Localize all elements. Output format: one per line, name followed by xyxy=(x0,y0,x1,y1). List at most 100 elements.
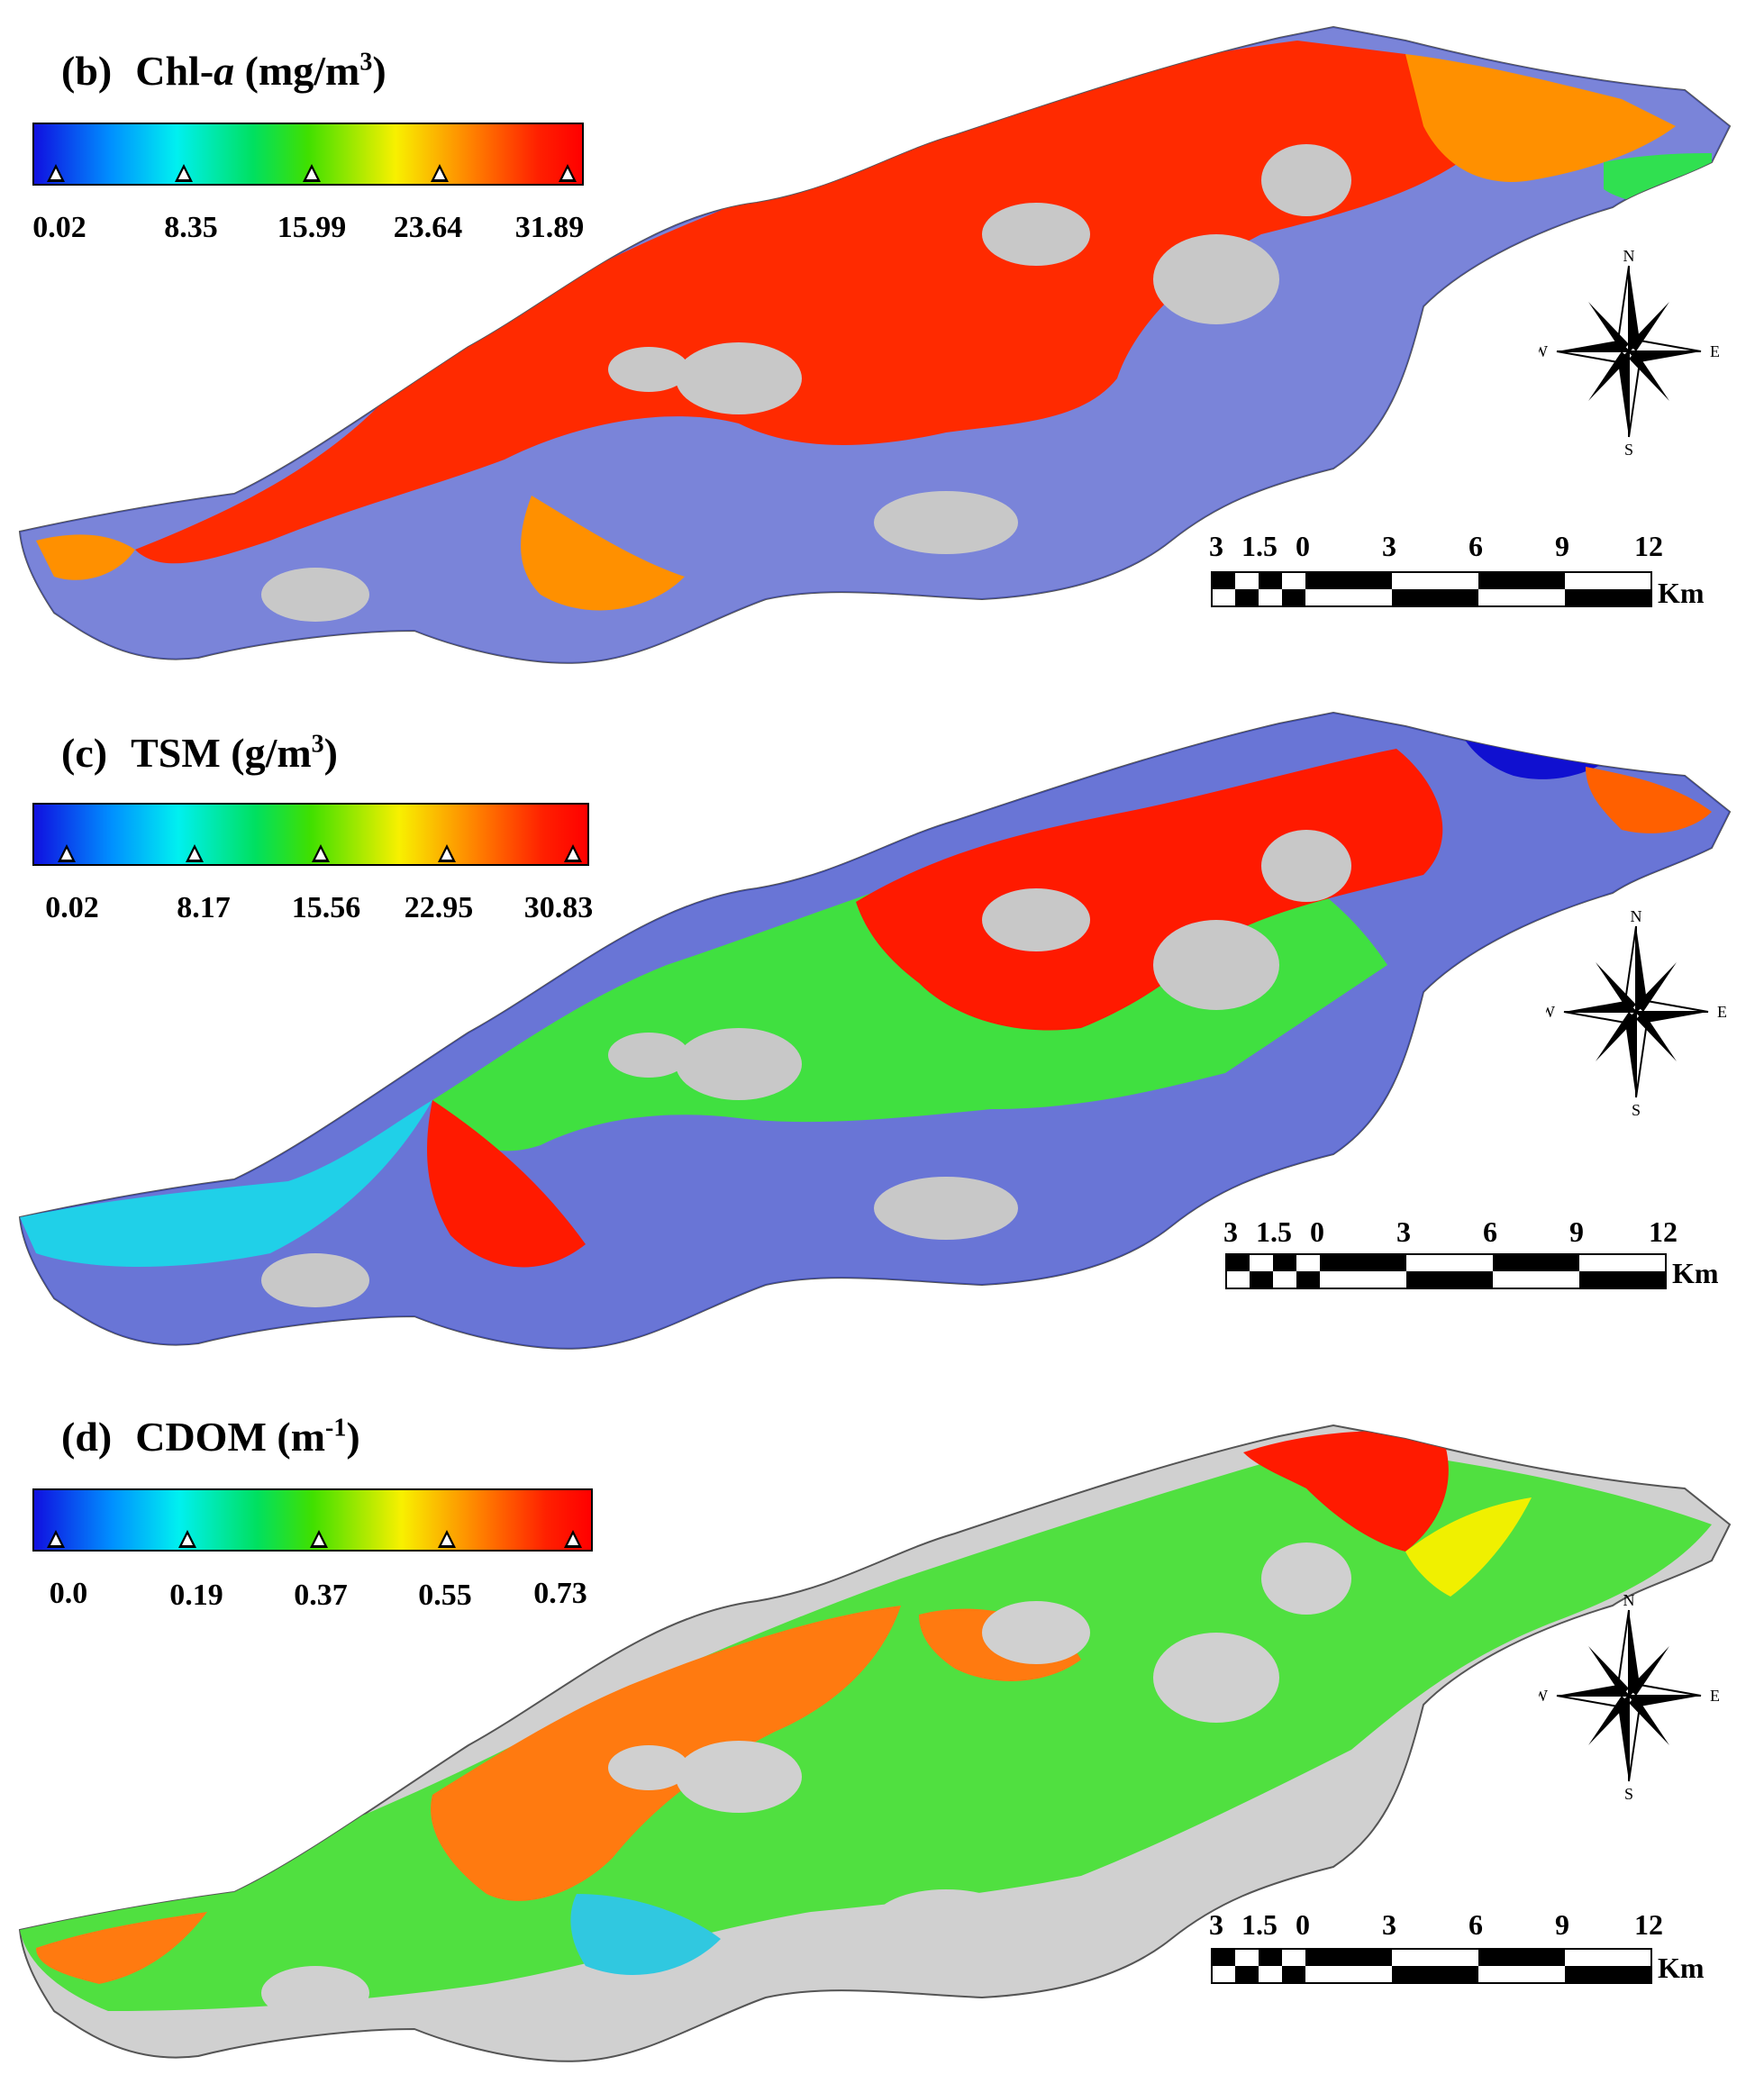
unit-sup: 3 xyxy=(311,730,324,759)
colorbar-label: 30.83 xyxy=(523,891,594,924)
colorbar-tick xyxy=(559,164,577,182)
scale-labels: 3 1.5 0 3 6 9 12 xyxy=(1223,1215,1678,1248)
scale-unit: Km xyxy=(1658,1952,1705,1984)
colorbar-tick xyxy=(178,1530,196,1548)
panel-title: (b) Chl-a (mg/m3) xyxy=(61,47,386,95)
colorbar-label: 8.35 xyxy=(164,211,218,244)
scale-bar xyxy=(1225,1253,1667,1289)
island xyxy=(676,342,802,414)
island xyxy=(982,203,1090,266)
colorbar-label: 31.89 xyxy=(514,211,585,244)
panel-tag: (b) xyxy=(61,48,113,94)
colorbar-label: 0.19 xyxy=(169,1579,223,1612)
island xyxy=(676,1741,802,1813)
colorbar-label: 0.37 xyxy=(294,1579,348,1612)
water-mid-high xyxy=(1586,767,1712,833)
colorbar-tick xyxy=(438,1530,456,1548)
scale-unit: Km xyxy=(1658,577,1705,609)
island xyxy=(261,568,369,622)
svg-text:E: E xyxy=(1710,342,1719,360)
colorbar xyxy=(32,803,589,866)
water-mid-high xyxy=(36,1606,1081,1984)
svg-text:S: S xyxy=(1624,441,1633,459)
map-cdom xyxy=(18,1424,1732,2062)
svg-text:S: S xyxy=(1624,1785,1633,1803)
colorbar-label: 15.99 xyxy=(277,211,347,244)
colorbar xyxy=(32,1488,593,1552)
scale-labels: 3 1.5 0 3 6 9 12 xyxy=(1209,530,1663,562)
panel-c-tsm: (c) TSM (g/m3) 0.02 8.17 15.56 22.95 30.8… xyxy=(0,695,1764,1389)
island xyxy=(261,1253,369,1307)
svg-text:E: E xyxy=(1717,1003,1726,1021)
island xyxy=(982,1601,1090,1664)
panel-title: (c) TSM (g/m3) xyxy=(61,729,338,777)
island xyxy=(1261,144,1351,216)
unit-close: ) xyxy=(323,730,338,776)
colorbar-label: 0.02 xyxy=(32,211,86,244)
colorbar xyxy=(32,123,584,186)
variable-name: Chl- xyxy=(135,48,214,94)
water-cyan xyxy=(20,1100,432,1267)
svg-text:N: N xyxy=(1631,907,1642,925)
colorbar-tick xyxy=(47,164,65,182)
svg-text:N: N xyxy=(1623,1591,1635,1609)
island xyxy=(608,347,689,392)
colorbar-tick xyxy=(431,164,449,182)
island xyxy=(982,888,1090,951)
svg-text:E: E xyxy=(1710,1687,1719,1705)
svg-text:W: W xyxy=(1539,342,1548,360)
variable-name: CDOM xyxy=(135,1414,267,1460)
scale-bar xyxy=(1211,571,1652,607)
svg-text:W: W xyxy=(1539,1687,1548,1705)
island xyxy=(1153,1633,1279,1723)
panel-tag: (c) xyxy=(61,730,108,776)
colorbar-tick xyxy=(175,164,193,182)
colorbar-label: 0.0 xyxy=(49,1577,88,1610)
island xyxy=(1153,920,1279,1010)
unit-open: (g/m xyxy=(231,730,312,776)
svg-text:N: N xyxy=(1623,247,1635,265)
colorbar-tick xyxy=(312,844,330,862)
island xyxy=(608,1745,689,1790)
colorbar-label: 0.73 xyxy=(533,1577,587,1610)
svg-text:S: S xyxy=(1632,1101,1641,1119)
colorbar-tick xyxy=(310,1530,328,1548)
colorbar-tick xyxy=(303,164,321,182)
island xyxy=(608,1033,689,1078)
north-arrow-icon: N S E W xyxy=(1539,1591,1719,1803)
island xyxy=(1261,830,1351,902)
island xyxy=(1153,234,1279,324)
island xyxy=(874,1889,1018,1952)
island xyxy=(261,1966,369,2020)
colorbar-label: 0.55 xyxy=(418,1579,472,1612)
variable-italic: a xyxy=(214,48,235,94)
colorbar-tick xyxy=(58,844,76,862)
island xyxy=(874,1177,1018,1240)
island xyxy=(874,491,1018,554)
scale-labels: 3 1.5 0 3 6 9 12 xyxy=(1209,1908,1663,1941)
colorbar-label: 8.17 xyxy=(177,891,231,924)
variable-name: TSM xyxy=(131,730,221,776)
colorbar-label: 0.02 xyxy=(45,891,99,924)
water-high xyxy=(135,41,1475,564)
colorbar-label: 15.56 xyxy=(291,891,361,924)
island xyxy=(1261,1543,1351,1615)
island xyxy=(676,1028,802,1100)
colorbar-tick xyxy=(438,844,456,862)
panel-tag: (d) xyxy=(61,1414,113,1460)
colorbar-tick xyxy=(564,844,582,862)
colorbar-label: 23.64 xyxy=(393,211,463,244)
water-yellow xyxy=(1405,1497,1532,1597)
unit-sup: -1 xyxy=(325,1414,347,1442)
colorbar-tick xyxy=(186,844,204,862)
water-cyan xyxy=(570,1894,721,1975)
panel-title: (d) CDOM (m-1) xyxy=(61,1413,360,1461)
unit-close: ) xyxy=(372,48,386,94)
unit-close: ) xyxy=(346,1414,360,1460)
scale-bar xyxy=(1211,1948,1652,1984)
panel-b-chl-a: (b) Chl-a (mg/m3) 0.02 8.35 15.99 23.64 3… xyxy=(0,0,1764,695)
water-high xyxy=(1243,1431,1449,1552)
north-arrow-icon: N S E W xyxy=(1539,247,1719,459)
unit-open: (mg/m xyxy=(244,48,360,94)
unit-open: (m xyxy=(277,1414,326,1460)
